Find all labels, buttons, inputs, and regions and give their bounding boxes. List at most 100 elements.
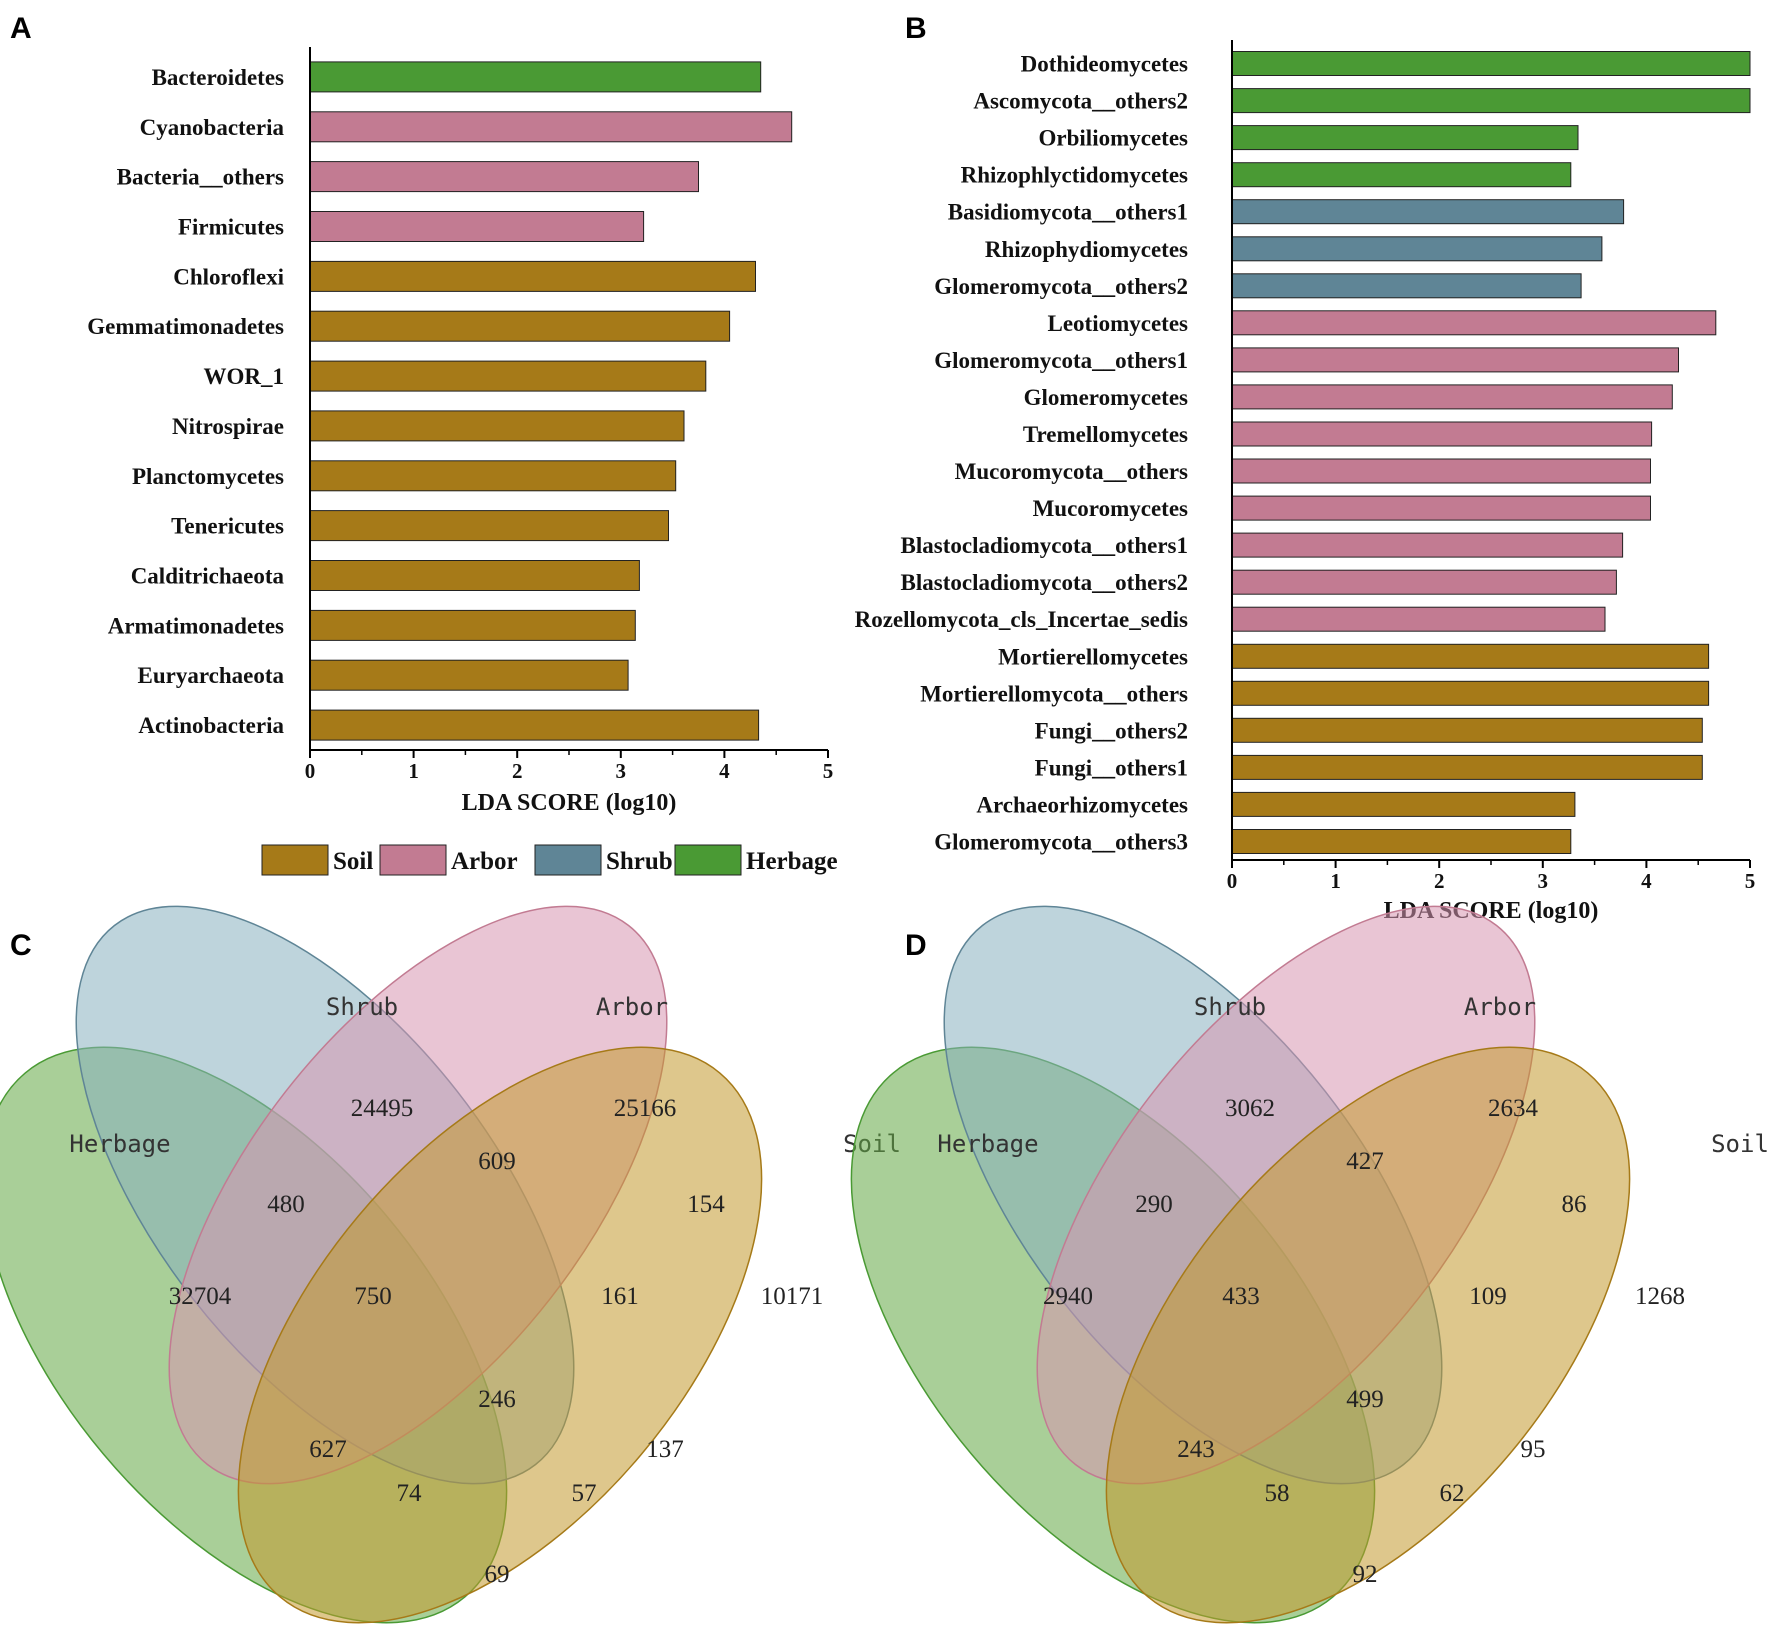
panel-label-d: D — [905, 929, 927, 962]
bar-glomeromycetes — [1231, 384, 1673, 410]
chart-a-lda-bacteria: Bacteroidetes Cyanobacteria Bacteria__othe… — [87, 47, 833, 816]
bar-actinobacteria — [309, 709, 760, 741]
category-label-mortierellomycetes: Mortierellomycetes — [998, 644, 1188, 669]
category-label-orbiliomycetes: Orbiliomycetes — [1039, 126, 1189, 151]
venn-count-soil: 1268 — [1635, 1283, 1685, 1310]
bar-blastocladiomycota-others1 — [1231, 532, 1624, 558]
category-label-fungi-others2: Fungi__others2 — [1035, 718, 1188, 743]
bar-archaeorhizomycetes — [1231, 791, 1576, 817]
category-label-planctomycetes: Planctomycetes — [132, 464, 284, 489]
bar-glomeromycota-others1 — [1231, 347, 1679, 373]
x-axis-title: LDA SCORE (log10) — [462, 790, 677, 816]
legend-swatch-herbage — [674, 844, 742, 876]
bar-tenericutes — [309, 510, 669, 542]
x-tick-label: 3 — [616, 759, 627, 783]
bar-calditrichaeota — [309, 560, 640, 591]
venn-count-herbage: 32704 — [169, 1283, 232, 1310]
venn-count-arbor-soil: 154 — [687, 1191, 725, 1218]
venn-d-fungi: Herbage Shrub Arbor Soil 2940 3062 2634 1268 290… — [850, 905, 1769, 1624]
bar-dothideomycetes — [1231, 51, 1751, 76]
category-label-glomeromycota-others1: Glomeromycota__others1 — [934, 348, 1188, 373]
bar-fungi-others1 — [1231, 754, 1703, 780]
bar-firmicutes — [309, 211, 645, 242]
x-tick-label: 4 — [719, 759, 730, 783]
bar-planctomycetes — [309, 460, 677, 492]
venn-count-shrub-arbor-soil: 161 — [601, 1283, 639, 1310]
category-label-nitrospirae: Nitrospirae — [172, 414, 284, 439]
bar-glomeromycota-others2 — [1231, 273, 1582, 299]
bar-cyanobacteria — [309, 111, 793, 143]
bar-nitrospirae — [309, 410, 685, 442]
category-label-firmicutes: Firmicutes — [178, 215, 284, 240]
venn-count-herbage-arbor: 627 — [309, 1436, 347, 1463]
x-tick-label: 2 — [512, 759, 523, 783]
panel-label-b: B — [905, 12, 927, 45]
venn-count-herbage-shrub-arbor: 750 — [354, 1283, 392, 1310]
panel-label-c: C — [10, 929, 32, 962]
bar-basidiomycota-others1 — [1231, 199, 1625, 225]
venn-count-shrub-arbor: 609 — [478, 1148, 516, 1175]
venn-count-soil: 10171 — [761, 1283, 824, 1310]
category-label-euryarchaeota: Euryarchaeota — [137, 663, 284, 688]
venn-count-arbor: 2634 — [1488, 1095, 1539, 1122]
venn-count-shrub-arbor: 427 — [1346, 1148, 1384, 1175]
bar-rhizophlyctidomycetes — [1231, 162, 1572, 188]
category-label-actinobacteria: Actinobacteria — [138, 713, 284, 738]
venn-count-herbage-soil: 69 — [485, 1561, 510, 1588]
venn-set-label-herbage: Herbage — [69, 1130, 170, 1158]
bar-mucoromycota-others — [1231, 458, 1651, 484]
bar-orbiliomycetes — [1231, 125, 1579, 151]
venn-c-bacteria: HerbageShrubArborSoil3270424495251661017… — [0, 905, 901, 1624]
venn-set-label-herbage: Herbage — [937, 1130, 1038, 1158]
bar-chloroflexi — [309, 260, 756, 292]
venn-count-shrub: 24495 — [351, 1095, 414, 1122]
bar-armatimonadetes — [309, 609, 636, 641]
bar-fungi-others2 — [1231, 717, 1703, 743]
legend-swatch-shrub — [534, 844, 602, 876]
venn-count-herbage-arbor: 243 — [1177, 1436, 1215, 1463]
category-label-leotiomycetes: Leotiomycetes — [1048, 311, 1189, 336]
category-label-ascomycota-others2: Ascomycota__others2 — [973, 89, 1188, 114]
legend-swatch-soil — [261, 844, 329, 876]
category-label-mortierellomycota-others: Mortierellomycota__others — [920, 681, 1188, 706]
x-tick-label: 0 — [1227, 869, 1238, 893]
category-label-glomeromycota-others2: Glomeromycota__others2 — [934, 274, 1188, 299]
venn-count-shrub-arbor-soil: 109 — [1469, 1283, 1507, 1310]
category-label-gemmatimonadetes: Gemmatimonadetes — [87, 314, 284, 339]
venn-count-herbage-shrub: 290 — [1135, 1191, 1173, 1218]
venn-set-label-shrub: Shrub — [1194, 993, 1266, 1021]
venn-set-label-arbor: Arbor — [596, 993, 668, 1021]
bar-rhizophydiomycetes — [1231, 236, 1603, 262]
bar-blastocladiomycota-others2 — [1231, 569, 1617, 595]
venn-count-herbage-soil: 92 — [1353, 1561, 1378, 1588]
legend-label-herbage: Herbage — [746, 848, 838, 875]
category-label-bacteria-others: Bacteria__others — [117, 165, 284, 190]
category-label-armatimonadetes: Armatimonadetes — [108, 613, 284, 638]
category-label-rhizophlyctidomycetes: Rhizophlyctidomycetes — [961, 163, 1188, 188]
category-label-glomeromycetes: Glomeromycetes — [1024, 385, 1188, 410]
bar-leotiomycetes — [1231, 310, 1717, 336]
category-label-mucoromycetes: Mucoromycetes — [1033, 496, 1188, 521]
chart-b-lda-fungi: Dothideomycetes Ascomycota__others2 Orbili… — [855, 40, 1755, 924]
bar-mucoromycetes — [1231, 495, 1651, 521]
legend-label-soil: Soil — [333, 848, 373, 875]
venn-count-herbage-shrub-arbor: 433 — [1222, 1283, 1260, 1310]
bar-euryarchaeota — [309, 659, 629, 691]
category-label-blastocladiomycota-others2: Blastocladiomycota__others2 — [901, 570, 1188, 595]
category-label-mucoromycota-others: Mucoromycota__others — [955, 459, 1188, 484]
category-label-basidiomycota-others1: Basidiomycota__others1 — [948, 200, 1188, 225]
x-tick-label: 2 — [1434, 869, 1445, 893]
x-tick-label: 3 — [1538, 869, 1549, 893]
bar-rozellomycota-cls-incertae-sedis — [1231, 606, 1606, 632]
bar-bacteria-others — [309, 161, 699, 193]
bar-wor-1 — [309, 360, 707, 392]
bar-mortierellomycota-others — [1231, 680, 1710, 706]
venn-set-label-arbor: Arbor — [1464, 993, 1536, 1021]
category-label-fungi-others1: Fungi__others1 — [1035, 755, 1188, 780]
category-label-calditrichaeota: Calditrichaeota — [131, 564, 285, 589]
x-tick-label: 4 — [1641, 869, 1652, 893]
venn-count-all: 499 — [1346, 1386, 1384, 1413]
panel-label-a: A — [10, 12, 32, 45]
venn-count-herbage-shrub: 480 — [267, 1191, 305, 1218]
